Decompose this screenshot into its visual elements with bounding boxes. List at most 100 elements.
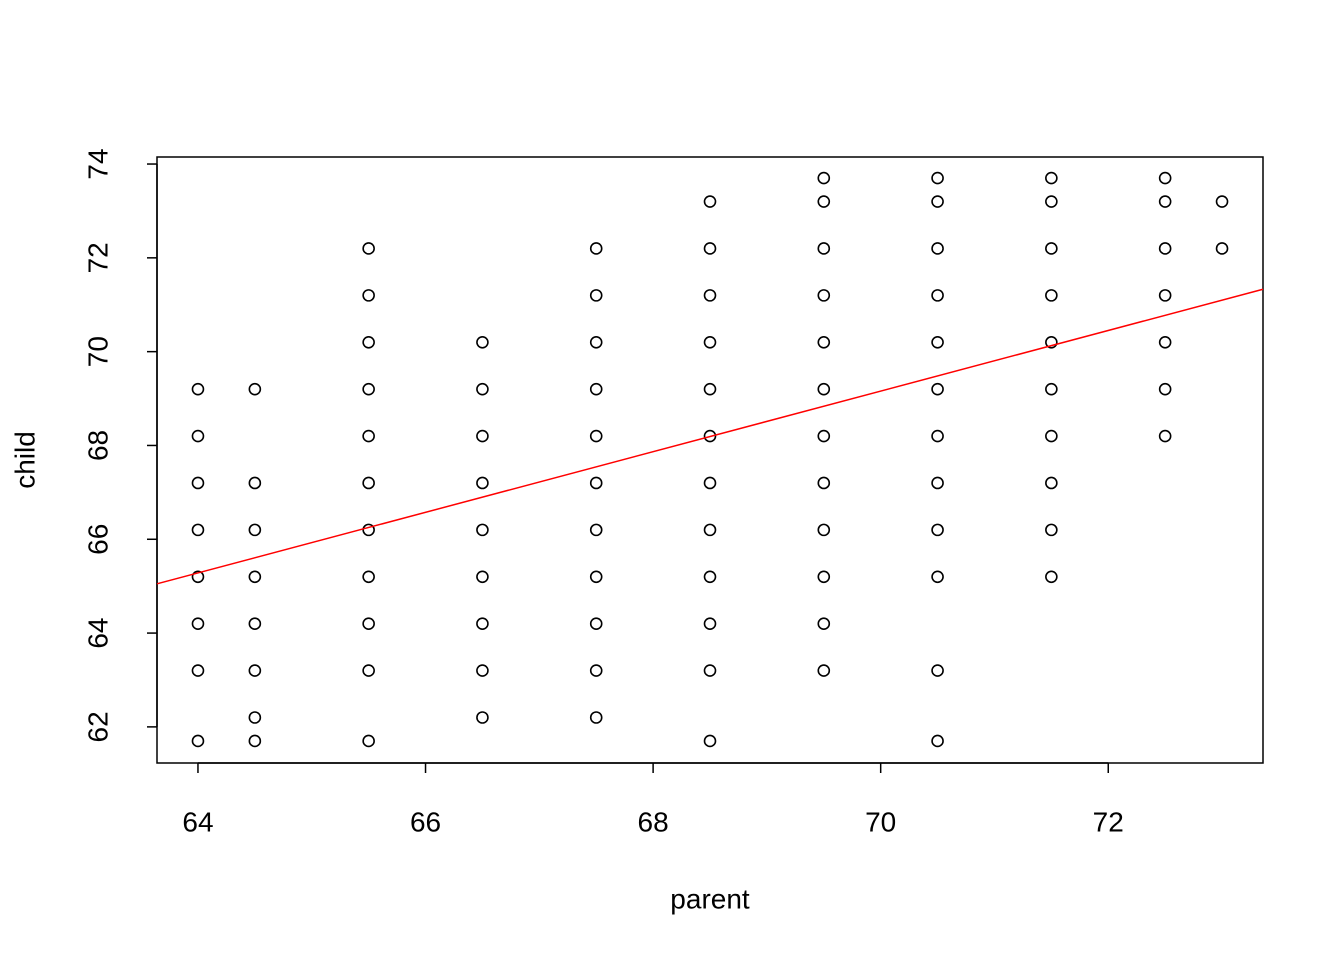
point <box>362 242 375 255</box>
point <box>817 570 831 584</box>
point <box>248 617 262 630</box>
point <box>476 335 489 349</box>
point <box>703 523 717 537</box>
point <box>1045 171 1058 185</box>
point <box>191 476 205 490</box>
point <box>703 429 717 443</box>
y-tick-label: 68 <box>82 430 113 461</box>
point <box>589 335 603 349</box>
point <box>476 570 489 584</box>
point <box>1045 476 1058 490</box>
point <box>191 429 205 443</box>
point <box>703 617 717 630</box>
point <box>362 570 375 584</box>
y-tick-label: 64 <box>82 617 113 648</box>
point <box>362 523 375 537</box>
point <box>931 664 944 677</box>
y-tick-label: 70 <box>82 336 113 367</box>
point <box>1158 171 1172 185</box>
point <box>1045 195 1058 208</box>
point <box>703 335 717 349</box>
point <box>817 617 831 630</box>
point <box>248 734 262 748</box>
point <box>703 195 717 208</box>
point <box>1158 289 1172 302</box>
point <box>589 617 603 630</box>
point <box>191 523 205 537</box>
point <box>931 382 944 396</box>
point <box>931 335 944 349</box>
point <box>476 523 489 537</box>
point <box>931 195 944 208</box>
point <box>191 664 205 677</box>
plot-frame <box>156 156 1264 764</box>
point <box>248 711 262 724</box>
point <box>476 617 489 630</box>
point <box>362 335 375 349</box>
point <box>362 476 375 490</box>
point <box>1045 570 1058 584</box>
point <box>362 429 375 443</box>
x-tick-label: 68 <box>638 806 669 837</box>
point <box>817 664 831 677</box>
point <box>817 523 831 537</box>
point <box>931 570 944 584</box>
point <box>476 664 489 677</box>
point <box>1158 195 1172 208</box>
point <box>931 734 944 748</box>
x-axis-label: parent <box>670 883 750 914</box>
point <box>362 664 375 677</box>
y-tick-label: 66 <box>82 524 113 555</box>
point <box>476 711 489 724</box>
point <box>1045 335 1058 349</box>
point <box>248 476 262 490</box>
regression-line <box>156 288 1264 585</box>
point <box>1045 289 1058 302</box>
point <box>703 382 717 396</box>
point <box>703 242 717 255</box>
point <box>703 289 717 302</box>
point <box>931 429 944 443</box>
point <box>248 570 262 584</box>
point <box>1045 429 1058 443</box>
point <box>476 382 489 396</box>
point <box>1215 242 1229 255</box>
point <box>1158 335 1172 349</box>
point <box>1215 195 1229 208</box>
point <box>817 289 831 302</box>
point <box>1158 429 1172 443</box>
point <box>248 523 262 537</box>
point <box>589 476 603 490</box>
point <box>1045 382 1058 396</box>
point <box>589 382 603 396</box>
point <box>191 734 205 748</box>
point <box>817 242 831 255</box>
point <box>362 734 375 748</box>
point <box>1045 242 1058 255</box>
point <box>191 617 205 630</box>
point <box>703 570 717 584</box>
point <box>817 195 831 208</box>
x-tick-label: 72 <box>1093 806 1124 837</box>
point <box>817 476 831 490</box>
point <box>1045 523 1058 537</box>
point <box>931 171 944 185</box>
point <box>931 523 944 537</box>
x-tick-label: 64 <box>182 806 213 837</box>
point <box>476 429 489 443</box>
point <box>191 570 205 584</box>
y-tick-label: 62 <box>82 711 113 742</box>
point <box>817 171 831 185</box>
point <box>589 523 603 537</box>
y-tick-label: 74 <box>82 148 113 179</box>
point <box>703 664 717 677</box>
point <box>931 289 944 302</box>
point <box>589 570 603 584</box>
point <box>362 289 375 302</box>
point <box>362 617 375 630</box>
point <box>248 382 262 396</box>
point <box>703 476 717 490</box>
point <box>589 429 603 443</box>
